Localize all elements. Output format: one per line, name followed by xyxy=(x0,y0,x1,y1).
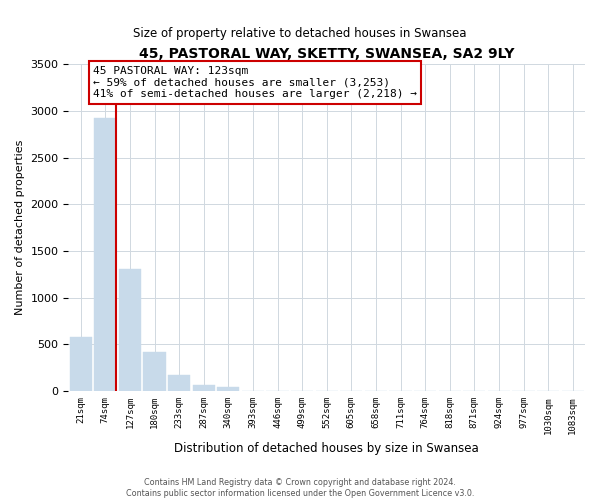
Title: 45, PASTORAL WAY, SKETTY, SWANSEA, SA2 9LY: 45, PASTORAL WAY, SKETTY, SWANSEA, SA2 9… xyxy=(139,48,514,62)
Text: Size of property relative to detached houses in Swansea: Size of property relative to detached ho… xyxy=(133,28,467,40)
Y-axis label: Number of detached properties: Number of detached properties xyxy=(15,140,25,316)
Bar xyxy=(143,352,166,391)
Bar xyxy=(94,118,116,391)
Bar xyxy=(70,337,92,391)
Bar xyxy=(168,376,190,391)
Text: 45 PASTORAL WAY: 123sqm
← 59% of detached houses are smaller (3,253)
41% of semi: 45 PASTORAL WAY: 123sqm ← 59% of detache… xyxy=(93,66,417,99)
Bar xyxy=(217,386,239,391)
X-axis label: Distribution of detached houses by size in Swansea: Distribution of detached houses by size … xyxy=(175,442,479,455)
Bar xyxy=(193,385,215,391)
Text: Contains HM Land Registry data © Crown copyright and database right 2024.
Contai: Contains HM Land Registry data © Crown c… xyxy=(126,478,474,498)
Bar xyxy=(119,268,141,391)
